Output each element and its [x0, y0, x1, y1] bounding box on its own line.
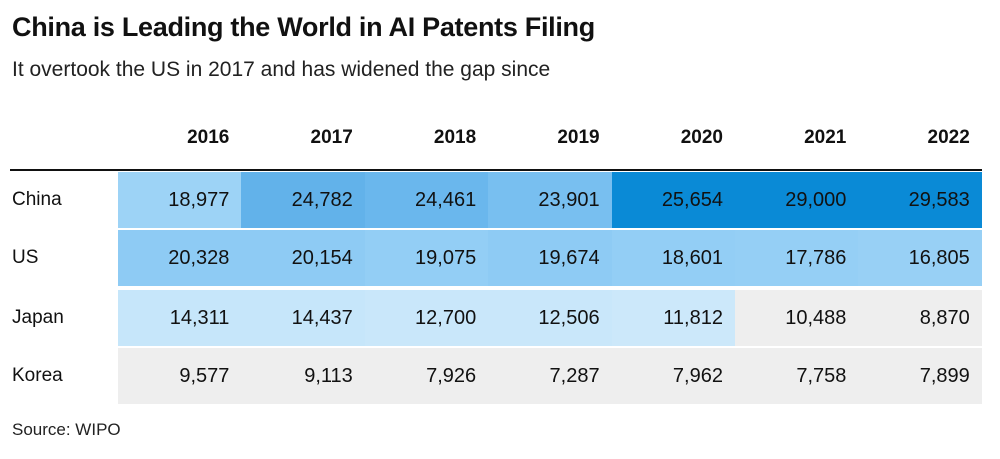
table-cell: 17,786	[735, 230, 859, 286]
table-cell: 18,601	[611, 230, 735, 286]
table-cell: 8,870	[858, 290, 982, 346]
table-cell: 7,899	[858, 348, 982, 404]
header-rule	[10, 169, 982, 171]
table-cell: 20,328	[118, 230, 242, 286]
table-cell: 25,654	[611, 172, 735, 228]
column-header: 2017	[310, 127, 353, 148]
table-cell: 20,154	[241, 230, 365, 286]
subtitle: It overtook the US in 2017 and has widen…	[12, 58, 551, 81]
row-label: Korea	[12, 365, 63, 386]
column-header: 2016	[187, 127, 230, 148]
column-header: 2018	[433, 127, 477, 148]
table-cell: 7,926	[364, 348, 489, 404]
table-cell: 24,782	[241, 172, 365, 228]
table-cell: 9,577	[118, 348, 242, 404]
table-cell: 7,962	[611, 348, 735, 404]
title: China is Leading the World in AI Patents…	[12, 12, 595, 42]
table-cell: 11,812	[611, 290, 735, 346]
source: Source: WIPO	[12, 420, 121, 439]
table-cell: 29,000	[735, 172, 859, 228]
row-label: Japan	[12, 307, 64, 328]
table-cell: 10,488	[735, 290, 859, 346]
table-cell: 24,461	[364, 172, 489, 228]
column-header: 2021	[804, 127, 847, 148]
table-cell: 9,113	[241, 348, 365, 404]
table-cell: 14,437	[241, 290, 365, 346]
table-cell: 7,758	[735, 348, 859, 404]
table-cell: 23,901	[488, 172, 612, 228]
row-label: US	[12, 247, 39, 268]
table-cell: 29,583	[858, 172, 982, 228]
column-header: 2019	[557, 127, 600, 148]
column-header: 2022	[927, 127, 970, 148]
table-cell: 7,287	[488, 348, 612, 404]
table-cell: 12,506	[488, 290, 612, 346]
table-cell: 12,700	[364, 290, 489, 346]
table-cell: 18,977	[118, 172, 242, 228]
column-header: 2020	[680, 127, 723, 148]
table-cell: 19,075	[364, 230, 489, 286]
table-cell: 16,805	[858, 230, 982, 286]
table-cell: 14,311	[118, 290, 242, 346]
table-cell: 19,674	[488, 230, 612, 286]
row-label: China	[12, 189, 62, 210]
